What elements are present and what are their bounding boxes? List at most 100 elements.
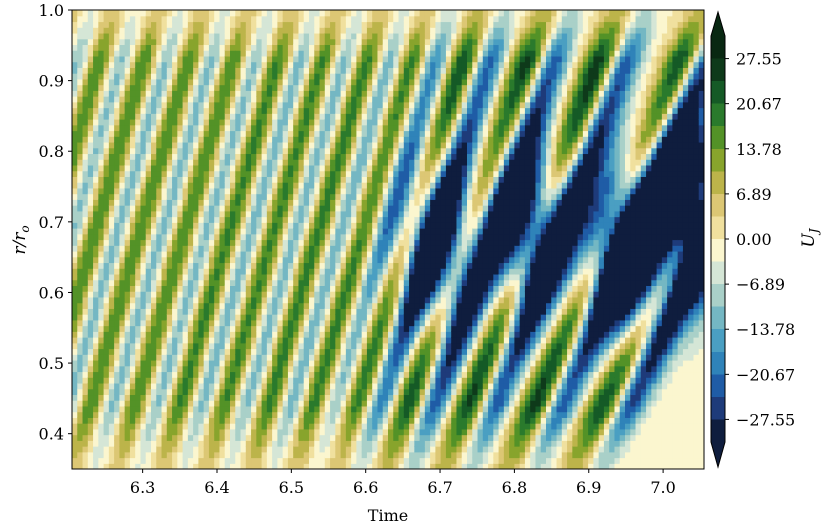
field-cell [166,124,173,132]
field-cell [351,187,357,195]
field-cell [230,73,236,80]
field-cell [98,337,105,344]
field-cell [393,205,400,212]
field-cell [214,400,221,407]
field-cell [219,233,226,241]
field-cell [287,50,294,57]
field-cell [361,228,368,235]
field-cell [166,55,173,63]
field-cell [293,170,300,177]
field-cell [87,67,94,74]
field-cell [287,222,294,229]
field-cell [114,55,120,63]
field-cell [351,27,357,34]
field-cell [366,90,373,97]
field-cell [330,382,336,390]
field-cell [114,423,120,430]
field-cell [151,342,157,350]
field-cell [166,285,173,292]
field-cell [272,15,278,23]
field-cell [356,342,363,350]
field-cell [335,55,342,63]
field-cell [319,256,326,264]
field-cell [245,199,252,206]
field-cell [309,101,315,109]
field-cell [119,15,126,23]
field-cell [72,388,78,396]
field-cell [319,371,326,378]
field-cell [77,279,84,286]
field-cell [224,245,231,252]
field-cell [87,32,94,40]
field-cell [172,216,178,223]
field-cell [393,440,400,447]
field-cell [135,90,142,97]
field-cell [208,319,215,327]
field-cell [119,44,126,51]
field-cell [287,359,294,367]
field-cell [361,124,368,132]
field-cell [314,245,321,252]
field-cell [166,21,173,28]
field-cell [182,273,189,281]
field-cell [140,239,147,246]
field-cell [377,388,384,396]
field-cell [187,382,194,390]
field-cell [124,222,131,229]
field-cell [298,187,305,195]
field-cell [72,233,78,241]
field-cell [140,325,147,332]
field-cell [282,176,289,183]
field-cell [119,423,126,430]
field-cell [119,457,126,464]
field-cell [224,153,231,160]
field-cell [208,55,215,63]
field-cell [277,446,284,453]
field-cell [219,394,226,401]
field-cell [177,228,184,235]
field-cell [151,164,157,172]
field-cell [319,359,326,367]
field-cell [324,457,331,464]
field-cell [198,400,205,407]
field-cell [314,136,321,143]
field-cell [240,233,247,241]
field-cell [377,107,384,114]
field-cell [287,187,294,195]
field-cell [93,130,99,137]
field-cell [314,164,321,172]
field-cell [103,239,110,246]
field-cell [77,365,84,373]
field-cell [240,164,247,172]
field-cell [77,130,84,137]
field-cell [240,302,247,309]
field-cell [319,15,326,23]
field-cell [393,10,400,17]
field-cell [319,38,326,46]
field-cell [303,434,310,441]
field-cell [77,44,84,51]
field-cell [193,365,199,373]
field-cell [272,428,278,436]
field-cell [235,285,242,292]
field-cell [103,159,110,166]
field-cell [382,67,389,74]
field-cell [93,119,99,126]
field-cell [388,440,394,447]
field-cell [372,147,379,155]
field-cell [177,159,184,166]
field-cell [93,170,99,177]
field-cell [182,15,189,23]
field-cell [293,44,300,51]
field-cell [272,354,278,361]
field-cell [230,153,236,160]
field-cell [124,302,131,309]
field-cell [224,15,231,23]
field-cell [182,463,189,469]
field-cell [382,256,389,264]
field-cell [366,10,373,17]
field-cell [330,119,336,126]
field-cell [324,256,331,264]
field-cell [282,50,289,57]
field-cell [309,451,315,459]
